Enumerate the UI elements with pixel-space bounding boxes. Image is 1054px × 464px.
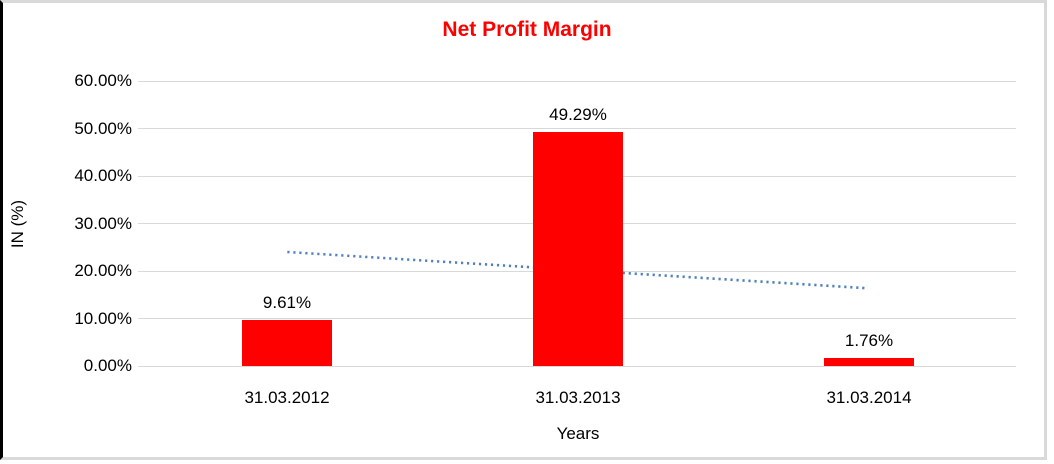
x-tick-label: 31.03.2013 [535,388,621,407]
bar-31.03.2013 [533,132,623,366]
x-axis-title: Years [556,424,600,443]
y-tick-label: 40.00% [74,166,132,185]
y-tick-label: 30.00% [74,213,132,233]
y-tick-label: 50.00% [74,118,132,138]
y-tick-label: 10.00% [74,308,132,328]
bar-31.03.2014 [824,358,914,366]
gridline [138,128,1016,129]
gridline [138,365,1016,367]
x-tick-label: 31.03.2014 [826,388,912,407]
bar-value-label: 1.76% [844,331,894,350]
x-tick-label: 31.03.2012 [244,388,330,407]
y-tick-label: 60.00% [74,71,132,90]
y-tick-label: 0.00% [83,356,132,375]
y-tick-label: 20.00% [74,261,132,280]
y-axis-title: IN (%) [8,199,27,249]
bar-value-label: 9.61% [262,293,312,312]
bar-31.03.2012 [242,320,332,366]
chart-title: Net Profit Margin [442,18,612,41]
gridline [138,80,1016,82]
bar-value-label: 49.29% [549,105,607,124]
